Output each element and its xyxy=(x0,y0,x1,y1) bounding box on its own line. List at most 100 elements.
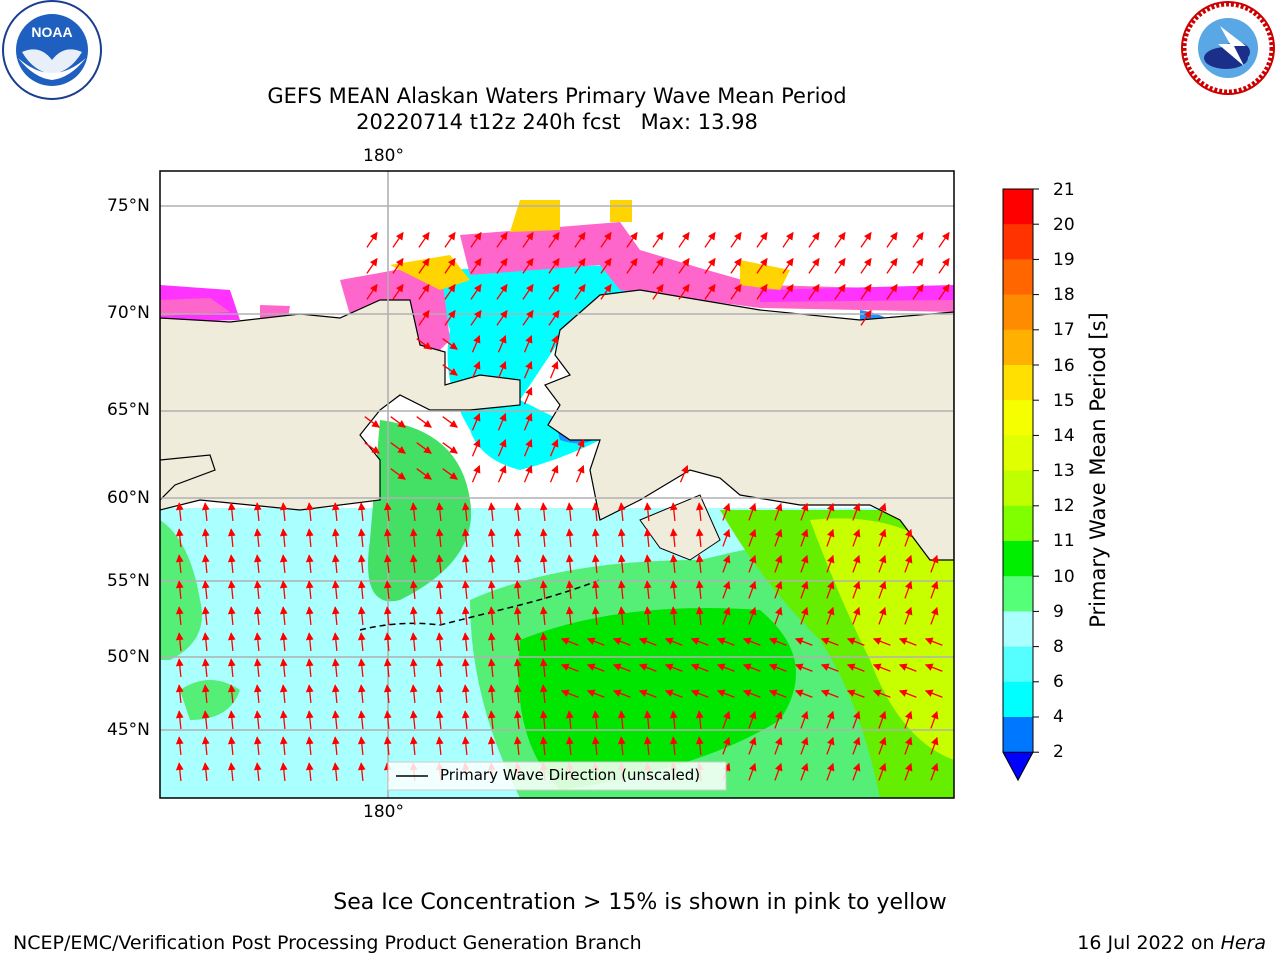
wave-direction-arrow xyxy=(664,689,683,698)
wave-direction-arrow xyxy=(826,606,835,625)
wave-direction-arrow xyxy=(513,580,522,600)
wave-direction-arrow xyxy=(409,554,418,574)
wave-direction-arrow xyxy=(549,464,559,483)
wave-direction-arrow xyxy=(860,231,872,248)
wave-direction-arrow xyxy=(253,554,262,574)
wave-direction-arrow xyxy=(730,283,742,300)
wave-direction-arrow xyxy=(756,231,768,248)
colorbar-tick-13: 13 xyxy=(1053,461,1075,481)
wave-direction-arrow xyxy=(904,580,913,599)
colorbar-segment xyxy=(1003,681,1033,718)
colorbar-segment xyxy=(1003,541,1033,577)
wave-direction-arrow xyxy=(418,283,430,300)
wave-direction-arrow xyxy=(695,554,704,574)
wave-direction-arrow xyxy=(586,663,605,672)
wave-direction-arrow xyxy=(461,632,470,652)
wave-direction-arrow xyxy=(416,416,432,428)
wave-direction-arrow xyxy=(513,554,522,574)
wave-direction-arrow xyxy=(539,502,548,522)
wave-direction-arrow xyxy=(826,554,835,573)
wave-direction-arrow xyxy=(872,689,891,698)
wave-direction-arrow xyxy=(860,309,872,326)
wave-direction-arrow xyxy=(253,684,262,704)
sea-ice-west-inner xyxy=(160,298,230,316)
wave-direction-arrow xyxy=(548,283,560,300)
wave-direction-arrow xyxy=(175,762,184,782)
wave-direction-arrow xyxy=(591,606,600,626)
wave-direction-arrow xyxy=(748,580,757,599)
wave-direction-arrow xyxy=(366,283,378,300)
wave-direction-arrow xyxy=(331,632,340,652)
wave-direction-arrow xyxy=(565,606,574,626)
wave-direction-arrow xyxy=(617,710,626,730)
wave-direction-arrow xyxy=(331,736,340,756)
wave-direction-arrow xyxy=(253,762,262,782)
wave-direction-arrow xyxy=(669,736,678,756)
wave-direction-arrow xyxy=(444,231,456,248)
footer-date-text: 16 Jul 2022 on xyxy=(1077,932,1221,954)
wave-direction-arrow xyxy=(305,710,314,730)
wave-direction-arrow xyxy=(539,606,548,626)
wave-direction-arrow xyxy=(279,684,288,704)
wave-direction-arrow xyxy=(383,710,392,730)
wave-direction-arrow xyxy=(800,554,809,573)
wave-direction-arrow xyxy=(305,528,314,548)
wave-direction-arrow xyxy=(470,309,482,326)
wave-direction-arrow xyxy=(549,334,559,353)
colorbar-segment xyxy=(1003,470,1033,507)
wave-direction-arrow xyxy=(794,689,813,698)
wave-direction-arrow xyxy=(357,528,366,548)
wave-direction-arrow xyxy=(600,257,612,274)
wave-direction-arrow xyxy=(442,416,458,428)
wave-direction-arrow xyxy=(409,710,418,730)
wave-direction-arrow xyxy=(201,710,210,730)
wave-direction-arrow xyxy=(444,283,456,300)
wave-direction-arrow xyxy=(497,360,507,379)
wave-direction-arrow xyxy=(513,684,522,704)
wave-direction-arrow xyxy=(523,412,533,431)
wave-direction-arrow xyxy=(357,762,366,782)
wave-direction-arrow xyxy=(652,231,664,248)
wave-direction-arrow xyxy=(626,231,638,248)
wave-direction-arrow xyxy=(409,736,418,756)
wave-direction-arrow xyxy=(523,360,533,379)
wave-direction-arrow xyxy=(878,528,887,547)
wave-direction-arrow xyxy=(826,710,835,729)
wave-direction-arrow xyxy=(201,580,210,600)
wave-direction-arrow xyxy=(366,257,378,274)
wave-direction-arrow xyxy=(175,606,184,626)
colorbar-segment xyxy=(1003,400,1033,436)
wave-direction-arrow xyxy=(872,637,891,646)
wave-direction-arrow xyxy=(722,710,731,729)
wave-direction-arrow xyxy=(898,689,917,698)
wave-direction-arrow xyxy=(435,528,444,548)
wave-direction-arrow xyxy=(886,231,898,248)
wave-direction-arrow xyxy=(664,663,683,672)
wave-direction-arrow xyxy=(565,528,574,548)
wave-direction-arrow xyxy=(638,637,657,646)
siberia-land xyxy=(160,299,521,511)
wave-direction-arrow xyxy=(227,762,236,782)
wave-direction-arrow xyxy=(669,502,678,522)
wave-direction-arrow xyxy=(253,736,262,756)
wave-direction-arrow xyxy=(357,606,366,626)
wave-direction-arrow xyxy=(730,231,742,248)
wave-direction-arrow xyxy=(774,762,783,781)
wave-direction-arrow xyxy=(435,658,444,678)
wave-direction-arrow xyxy=(461,554,470,574)
wave-direction-arrow xyxy=(383,736,392,756)
wave-direction-arrow xyxy=(617,528,626,548)
wave-direction-arrow xyxy=(898,637,917,646)
map-frame xyxy=(159,170,955,799)
wave-direction-arrow xyxy=(435,710,444,730)
wave-direction-arrow xyxy=(852,528,861,547)
wave-direction-arrow xyxy=(461,580,470,600)
wave-direction-arrow xyxy=(722,502,731,521)
wave-direction-arrow xyxy=(392,257,404,274)
wave-direction-arrow xyxy=(331,762,340,782)
footer-credit: NCEP/EMC/Verification Post Processing Pr… xyxy=(13,932,642,954)
wave-direction-arrow xyxy=(522,231,534,248)
wave-direction-arrow xyxy=(201,762,210,782)
wave-direction-arrow xyxy=(716,689,735,698)
